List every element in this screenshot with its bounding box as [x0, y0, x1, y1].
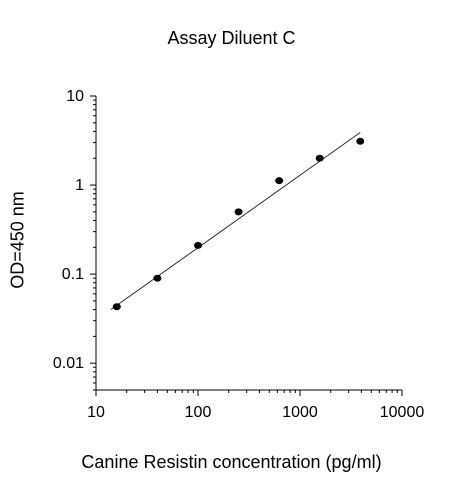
fit-line	[110, 132, 361, 310]
data-point	[356, 137, 365, 145]
chart-title: Assay Diluent C	[167, 28, 296, 48]
fit-line-group	[110, 132, 361, 310]
ticks: 10 1 0.1 0.01 10 100 1000 10000	[53, 88, 424, 421]
data-points	[112, 137, 365, 311]
data-point	[112, 303, 121, 311]
data-point	[153, 274, 162, 282]
y-tick-label: 10	[66, 88, 84, 105]
y-tick-label: 1	[75, 177, 84, 194]
axes	[95, 96, 402, 391]
x-tick-label: 10000	[380, 404, 425, 421]
x-axis-label: Canine Resistin concentration (pg/ml)	[81, 452, 382, 472]
data-point	[234, 208, 243, 216]
y-tick-label: 0.1	[62, 266, 84, 283]
y-tick-label: 0.01	[53, 355, 84, 372]
x-tick-label: 10	[87, 404, 105, 421]
data-point	[315, 154, 324, 162]
x-tick-label: 100	[185, 404, 212, 421]
data-point	[194, 241, 202, 249]
data-point	[275, 177, 284, 185]
x-tick-label: 1000	[282, 404, 318, 421]
